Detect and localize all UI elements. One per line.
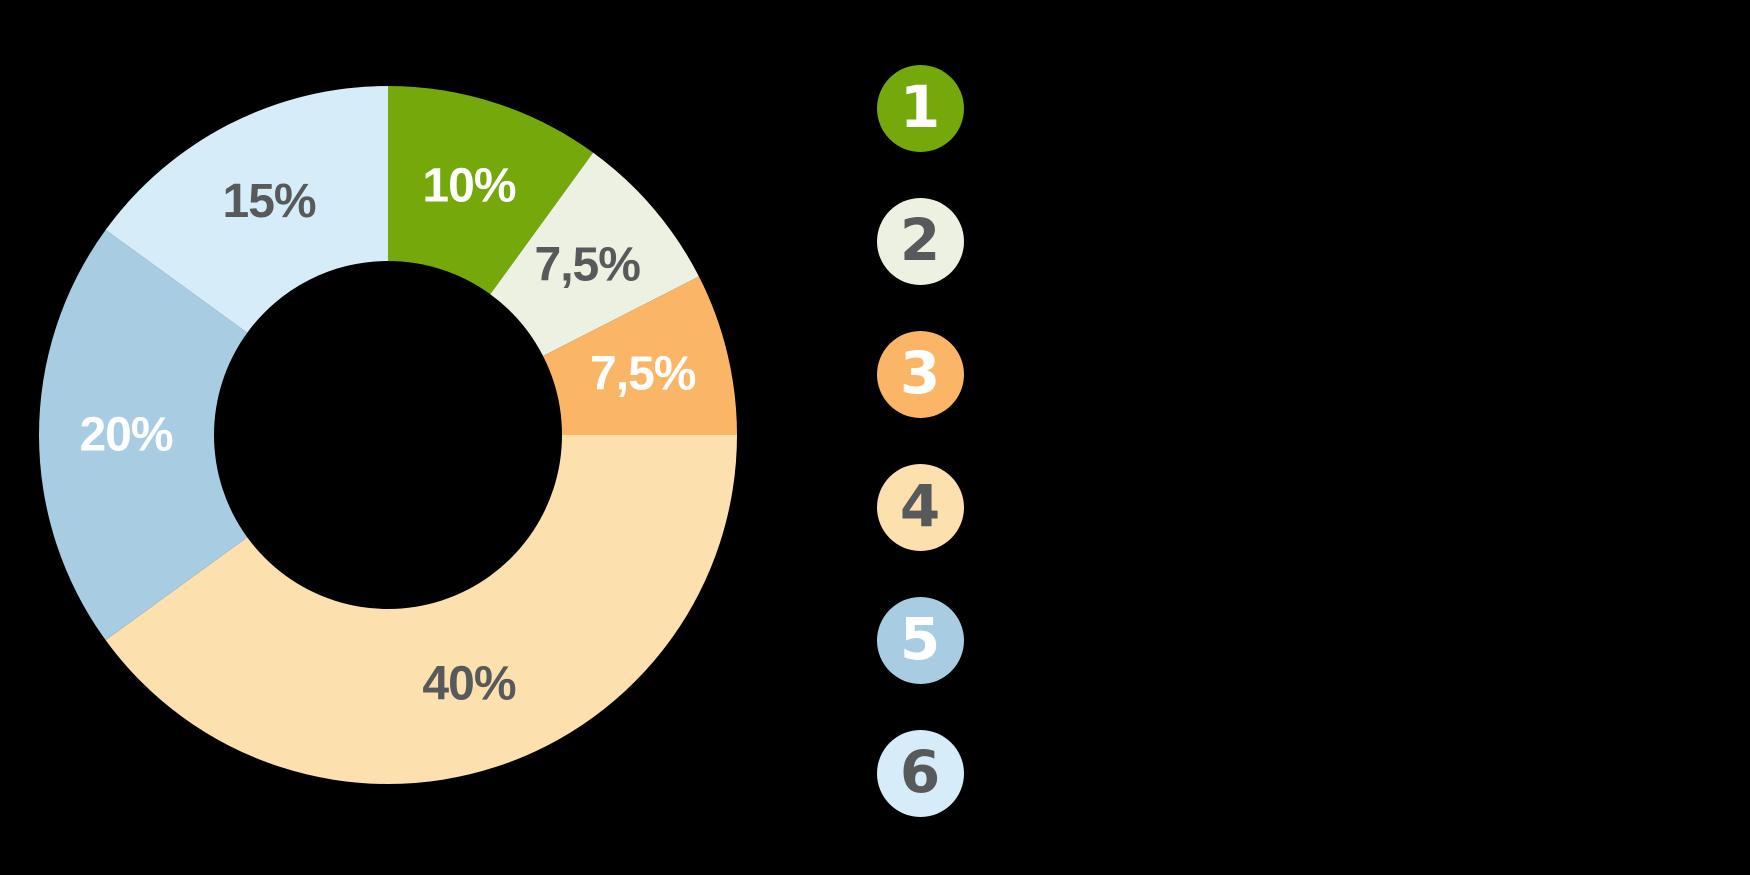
donut-slice-5 [38, 229, 248, 641]
donut-slice-label-3: 7,5% [590, 347, 696, 400]
donut-slice-label-1: 10% [422, 159, 515, 212]
donut-slice-labels: 10% 7,5% 7,5% 40% 20% 15% [79, 159, 696, 711]
donut-slice-4 [105, 435, 737, 785]
donut-slice-3 [543, 276, 737, 435]
donut-slice-label-5: 20% [79, 409, 172, 462]
donut-slice-6 [105, 86, 388, 333]
donut-slice-label-6: 15% [223, 175, 316, 228]
donut-slices [38, 86, 737, 785]
donut-slice-2 [490, 152, 699, 357]
donut-slice-label-2: 7,5% [535, 238, 641, 291]
donut-slice-label-4: 40% [422, 658, 515, 711]
donut-slice-1 [388, 86, 594, 295]
